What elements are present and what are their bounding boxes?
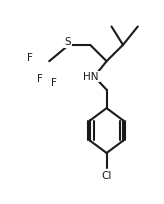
Text: F: F: [27, 53, 33, 63]
Text: S: S: [65, 37, 71, 47]
Text: Cl: Cl: [101, 171, 111, 182]
Text: F: F: [51, 78, 57, 88]
Text: HN: HN: [83, 71, 99, 82]
Text: F: F: [37, 73, 43, 84]
